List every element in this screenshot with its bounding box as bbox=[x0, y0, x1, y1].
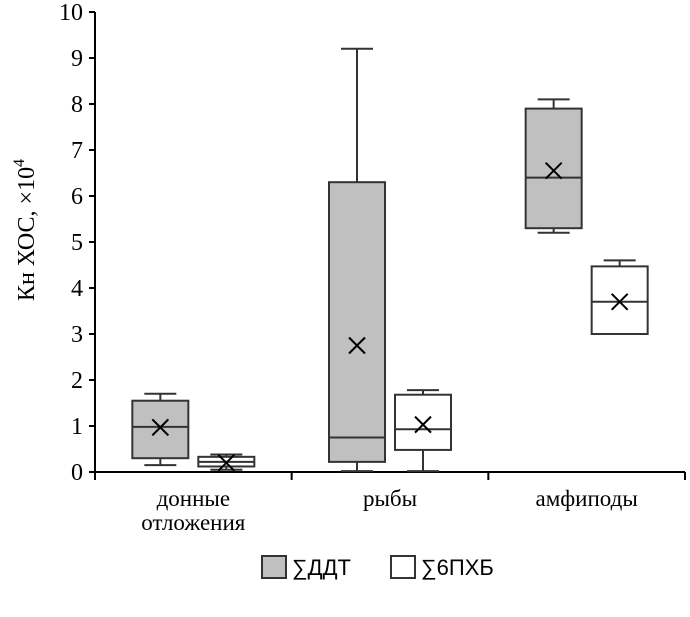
y-axis-title: Кн ХОС, ×104 bbox=[11, 159, 40, 301]
legend: ∑ДДТ ∑6ПХБ bbox=[261, 555, 494, 580]
box-iqr bbox=[328, 181, 386, 463]
box-1-0 bbox=[197, 453, 256, 472]
mean-marker bbox=[217, 454, 236, 472]
box-1-2 bbox=[590, 259, 649, 336]
legend-label: ∑6ПХБ bbox=[421, 555, 494, 580]
box-0-1 bbox=[328, 47, 386, 473]
y-tick-label: 5 bbox=[71, 230, 83, 256]
y-tick-label: 2 bbox=[71, 368, 83, 394]
legend-swatch bbox=[261, 555, 287, 579]
category-label: донные bbox=[157, 486, 230, 511]
y-tick-label: 4 bbox=[71, 276, 83, 302]
mean-marker bbox=[414, 415, 432, 434]
mean-marker bbox=[544, 161, 563, 180]
box-0-0 bbox=[131, 392, 190, 467]
box-iqr bbox=[394, 393, 452, 451]
y-axis-title-text: Кн ХОС, ×10 bbox=[14, 167, 40, 301]
mean-marker bbox=[610, 293, 629, 311]
y-tick-label: 9 bbox=[71, 46, 83, 72]
box-0-2 bbox=[524, 98, 583, 234]
y-tick-label: 10 bbox=[59, 0, 83, 26]
y-tick-label: 1 bbox=[71, 414, 83, 440]
y-axis: 0 1 2 3 4 5 6 7 8 9 10 bbox=[59, 0, 96, 486]
box-iqr bbox=[131, 399, 190, 460]
y-tick-label: 8 bbox=[71, 92, 83, 118]
category-label: рыбы bbox=[363, 486, 417, 511]
y-tick-label: 7 bbox=[71, 138, 83, 164]
legend-swatch bbox=[390, 555, 416, 579]
mean-marker bbox=[151, 418, 170, 437]
box-iqr bbox=[524, 107, 583, 230]
legend-label: ∑ДДТ bbox=[292, 555, 351, 580]
plot-area bbox=[131, 47, 649, 473]
box-iqr bbox=[590, 265, 649, 336]
svg-text:Кн ХОС, ×104: Кн ХОС, ×104 bbox=[11, 159, 40, 301]
category-label-line2: отложения bbox=[141, 510, 245, 535]
mean-marker bbox=[348, 336, 366, 355]
y-axis-title-exponent: 4 bbox=[11, 159, 28, 167]
y-tick-label: 3 bbox=[71, 322, 83, 348]
y-tick-label: 6 bbox=[71, 184, 83, 210]
box-1-1 bbox=[394, 389, 452, 473]
y-tick-label: 0 bbox=[71, 460, 83, 486]
category-label: амфиподы bbox=[536, 486, 638, 511]
